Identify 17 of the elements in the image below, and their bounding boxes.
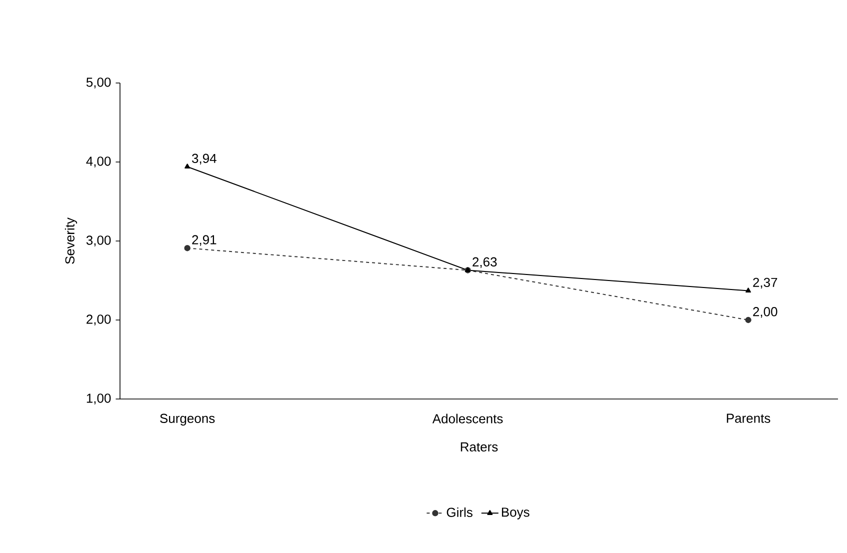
- data-label: 2,63: [472, 257, 497, 268]
- data-label: 3,94: [192, 154, 216, 165]
- x-tick-label: Surgeons: [160, 414, 215, 426]
- y-tick-label: 1,00: [86, 394, 111, 404]
- x-axis-title: Raters: [460, 442, 498, 452]
- legend-label: Boys: [502, 508, 530, 520]
- y-tick-label: 4,00: [86, 156, 111, 168]
- x-tick-label: Adolescents: [432, 414, 503, 424]
- y-tick-label: 5,00: [86, 78, 111, 88]
- y-tick-label: 2,00: [86, 314, 111, 326]
- y-axis-title: Severity: [64, 218, 78, 264]
- data-label: 2,00: [753, 307, 778, 318]
- data-label: 2,91: [192, 235, 216, 246]
- x-tick-label: Parents: [726, 414, 770, 423]
- legend-label: Girls: [446, 507, 472, 518]
- y-tick-label: 3,00: [86, 236, 111, 246]
- data-label: 2,37: [753, 278, 778, 289]
